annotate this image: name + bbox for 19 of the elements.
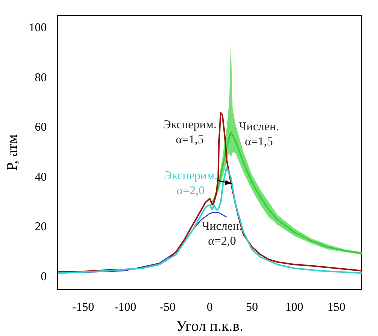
x-axis-title: Угол п.к.в. <box>176 318 244 335</box>
series-label: Эксперим. α=2,0 <box>164 168 218 198</box>
y-axis-title: P, атм <box>4 134 21 172</box>
series-label: Числен. α=2,0 <box>202 219 242 248</box>
x-tick-label: -50 <box>160 300 176 314</box>
y-tick-label: 60 <box>35 120 47 134</box>
y-tick-label: 20 <box>35 220 47 234</box>
x-tick-label: 150 <box>328 300 346 314</box>
y-tick-label: 40 <box>35 170 47 184</box>
y-tick-label: 80 <box>35 70 47 84</box>
y-tick-label: 100 <box>29 20 47 35</box>
x-tick-label: 100 <box>285 300 304 314</box>
y-tick-label: 0 <box>41 269 47 284</box>
x-tick-label: 0 <box>207 300 213 314</box>
x-tick-label: 50 <box>246 300 258 314</box>
series-label: Эксперим. α=1,5 <box>163 118 217 147</box>
series-label: Числен. α=1,5 <box>238 120 280 149</box>
x-tick-label: -100 <box>114 300 137 314</box>
x-tick-label: -150 <box>72 300 94 314</box>
